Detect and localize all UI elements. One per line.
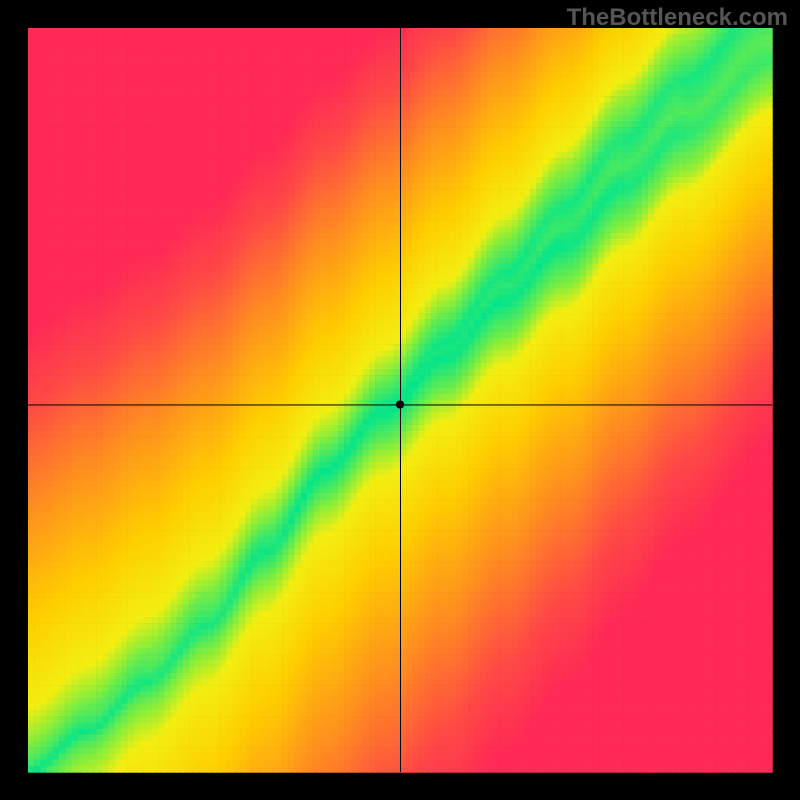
watermark-text: TheBottleneck.com <box>567 4 788 32</box>
bottleneck-heatmap-canvas <box>0 0 800 800</box>
chart-container: TheBottleneck.com <box>0 0 800 800</box>
